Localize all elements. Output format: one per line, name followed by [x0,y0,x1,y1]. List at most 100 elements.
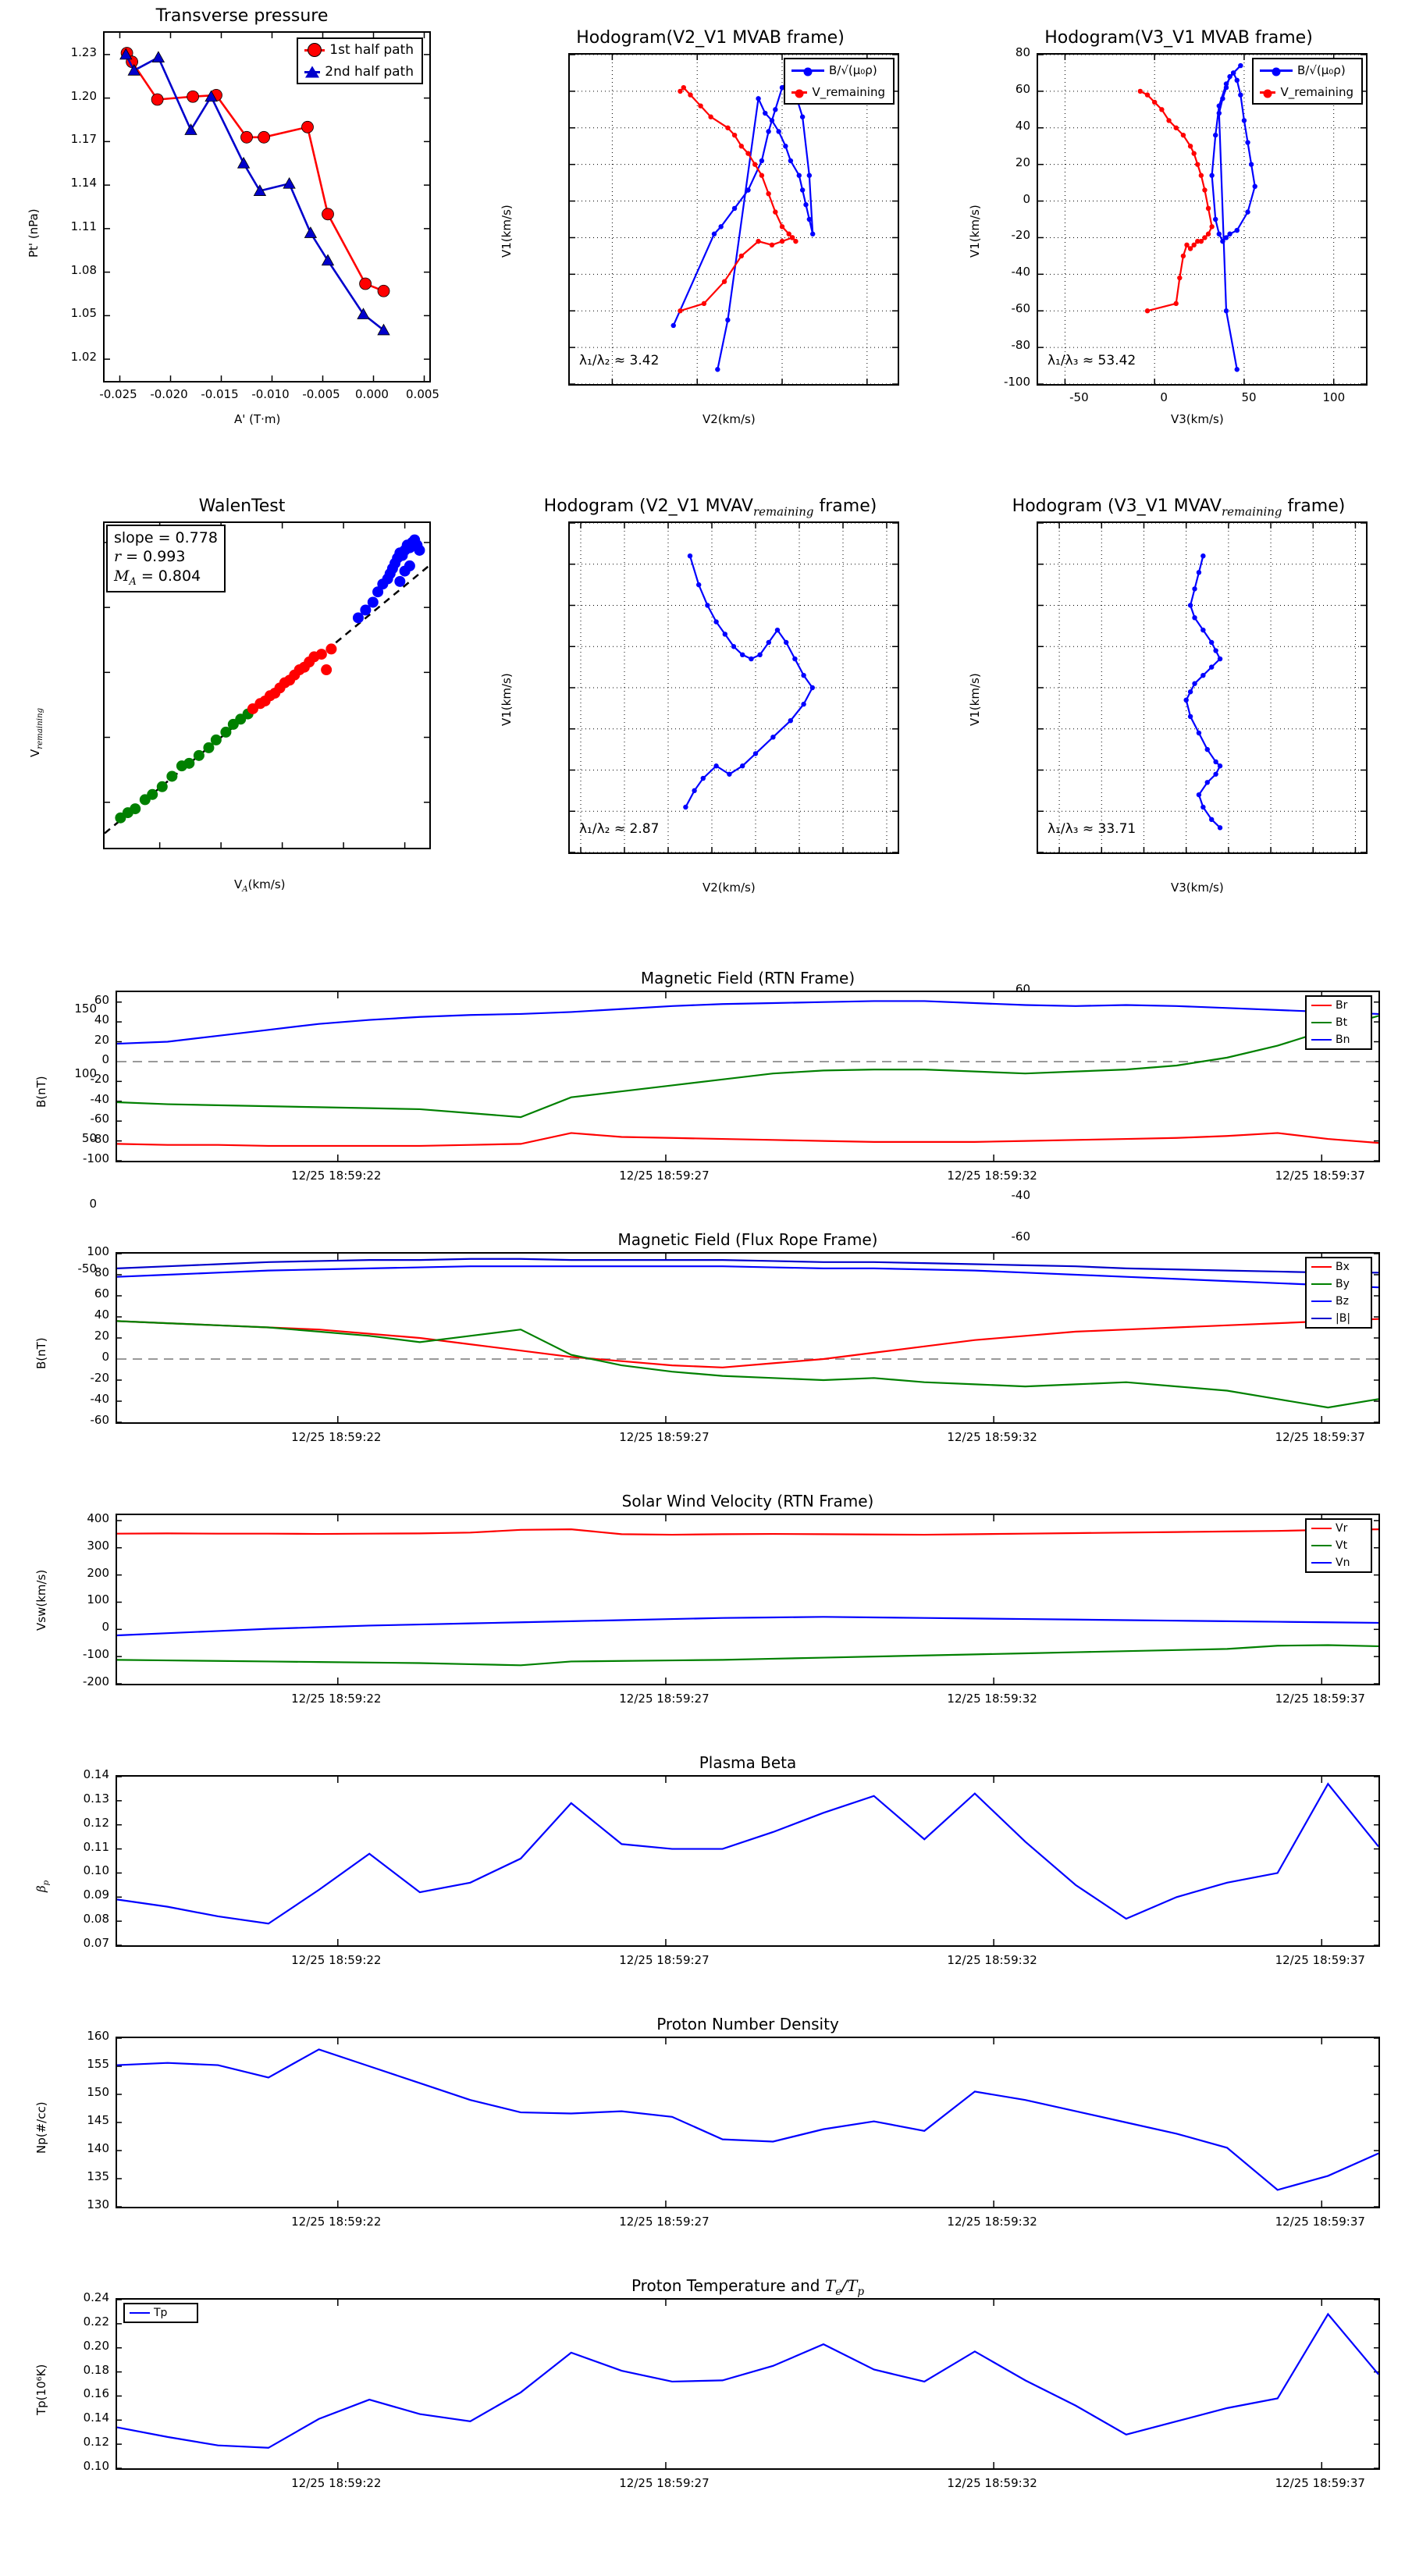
legend-item: Bn [1307,1031,1371,1048]
legend-label: By [1336,1278,1350,1290]
y-tick-label: 0.14 [83,2411,109,2425]
legend-label: Vr [1336,1522,1348,1535]
legend-line-red [1260,89,1276,98]
y-tick-label: 0.12 [83,2435,109,2450]
legend: Vr Vt Vn [1305,1518,1372,1573]
y-tick-label: 0.12 [83,1815,109,1830]
panel-title-text: Hodogram (V2_V1 MVAV [543,496,753,516]
time-tick-label: 12/25 18:59:22 [291,1953,382,1967]
y-tick-label: -100 [1003,375,1030,389]
x-tick-label: 0 [1160,390,1168,404]
panel-title: Hodogram(V3_V1 MVAB frame) [1044,28,1313,48]
y-tick-label: -40 [1011,1187,1031,1202]
legend-label: B/√(μ₀ρ) [829,63,877,77]
y-tick-label: 1.14 [70,176,97,190]
plot-area [568,521,899,854]
hodogram2-svg [1038,54,1366,385]
x-tick-label: 100 [1322,390,1346,404]
y-tick-label: 50 [81,1131,97,1146]
y-tick-label: -60 [1011,1229,1031,1244]
y-tick-label: 100 [87,1244,109,1258]
panel-title-sub: remaining [753,504,814,519]
triangle-marker-icon [305,66,320,80]
x-axis-label-sub: A [242,885,248,894]
y-tick-label: 400 [87,1510,109,1525]
y-tick-label: 1.05 [70,306,97,321]
b_rtn-svg [116,992,1379,1162]
x-tick-label: -50 [1069,390,1089,404]
x-axis-label: V2(km/s) [702,881,756,895]
y-axis-label: Vsw(km/s) [34,1569,48,1631]
dot-marker-icon [1272,64,1281,79]
panel-title-text: Proton Temperature and [631,2276,825,2295]
y-tick-label: 145 [87,2113,109,2127]
x-axis-label: V2(km/s) [702,412,756,426]
r-stat: r = 0.993 [114,548,186,566]
y-axis-label: Vremaining [28,708,44,757]
y-axis-label: Pt' (nPa) [27,208,41,258]
y-tick-label: 1.23 [70,44,97,59]
y-axis-label-math: βp [34,1880,51,1892]
dot-marker-icon [803,64,813,79]
y-tick-label: 150 [74,1001,97,1016]
legend: Br Bt Bn [1305,995,1372,1050]
legend-label: 2nd half path [325,64,414,80]
legend-line-by [1311,1283,1332,1285]
y-tick-label: 20 [94,1032,109,1047]
y-axis-label: V1(km/s) [968,673,982,726]
y-axis-label: βp [34,1880,51,1892]
hodogram4-svg [1038,522,1366,853]
y-tick-label: 40 [94,1012,109,1027]
legend-line-bx [1311,1266,1332,1268]
y-tick-label: 60 [94,992,109,1007]
transverse-pressure-svg [105,33,429,381]
panel-title-tail: frame) [813,496,877,516]
y-tick-label: -40 [90,1392,110,1406]
legend: B/√(μ₀ρ) V_remaining [1252,58,1363,105]
panel-hodogram-v3v1-mvav: Hodogram (V3_V1 MVAVremaining frame) -10… [937,468,1405,921]
y-tick-label: 1.17 [70,132,97,147]
time-tick-label: 12/25 18:59:32 [947,1169,1037,1183]
dot-marker-icon [795,86,804,101]
y-tick-label: 140 [87,2141,109,2155]
time-tick-label: 12/25 18:59:22 [291,1169,382,1183]
b_fluxrope-svg [116,1253,1379,1423]
y-tick-label: 0.10 [83,1863,109,1878]
y-tick-label: -20 [90,1371,110,1385]
vsw_rtn-svg [116,1515,1379,1685]
legend-label: Bx [1336,1261,1350,1273]
y-axis-label: B(nT) [34,1337,48,1369]
panel-title: Proton Temperature and Te/Tp [116,2276,1380,2298]
y-axis-label: Np(#/cc) [34,2101,48,2154]
legend-label: V_remaining [812,85,885,99]
y-tick-label: 100 [74,1066,97,1081]
x-tick-label: -0.005 [302,387,340,401]
panel-plasma-beta: Plasma Beta 0.07 0.08 0.09 0.10 0.11 0.12 0.13 0… [0,1749,1405,1975]
legend-item: V_remaining [1254,81,1361,103]
legend-label: |B| [1336,1312,1351,1325]
x-tick-label: 0.005 [406,387,439,401]
panel-title: Proton Number Density [656,2015,839,2033]
legend-item: |B| [1307,1310,1371,1327]
eigenvalue-ratio-annotation: λ₁/λ₂ ≈ 3.42 [579,353,660,368]
x-tick-label: 50 [1241,390,1257,404]
time-tick-label: 12/25 18:59:22 [291,2476,382,2490]
y-tick-label: 0.14 [83,1767,109,1781]
y-tick-label: -200 [82,1674,109,1688]
legend: 1st half path 2nd half path [297,37,423,84]
y-tick-label: 300 [87,1538,109,1553]
panel-b-fluxrope: Magnetic Field (Flux Rope Frame) -60 -40 -2… [0,1226,1405,1452]
y-tick-label: 40 [94,1308,109,1322]
y-tick-label: 0.24 [83,2290,109,2304]
legend-item: Bx [1307,1258,1371,1276]
time-tick-label: 12/25 18:59:37 [1275,2215,1365,2229]
plot-area [116,2298,1380,2470]
time-tick-label: 12/25 18:59:22 [291,1430,382,1444]
legend: Bx By Bz |B| [1305,1257,1372,1329]
time-tick-label: 12/25 18:59:37 [1275,1169,1365,1183]
eigenvalue-ratio-annotation: λ₁/λ₃ ≈ 33.71 [1048,821,1136,837]
x-tick-label: -0.025 [99,387,137,401]
time-tick-label: 12/25 18:59:32 [947,2476,1037,2490]
y-tick-label: 0.11 [83,1839,109,1854]
y-axis-label-text: V [28,749,42,757]
